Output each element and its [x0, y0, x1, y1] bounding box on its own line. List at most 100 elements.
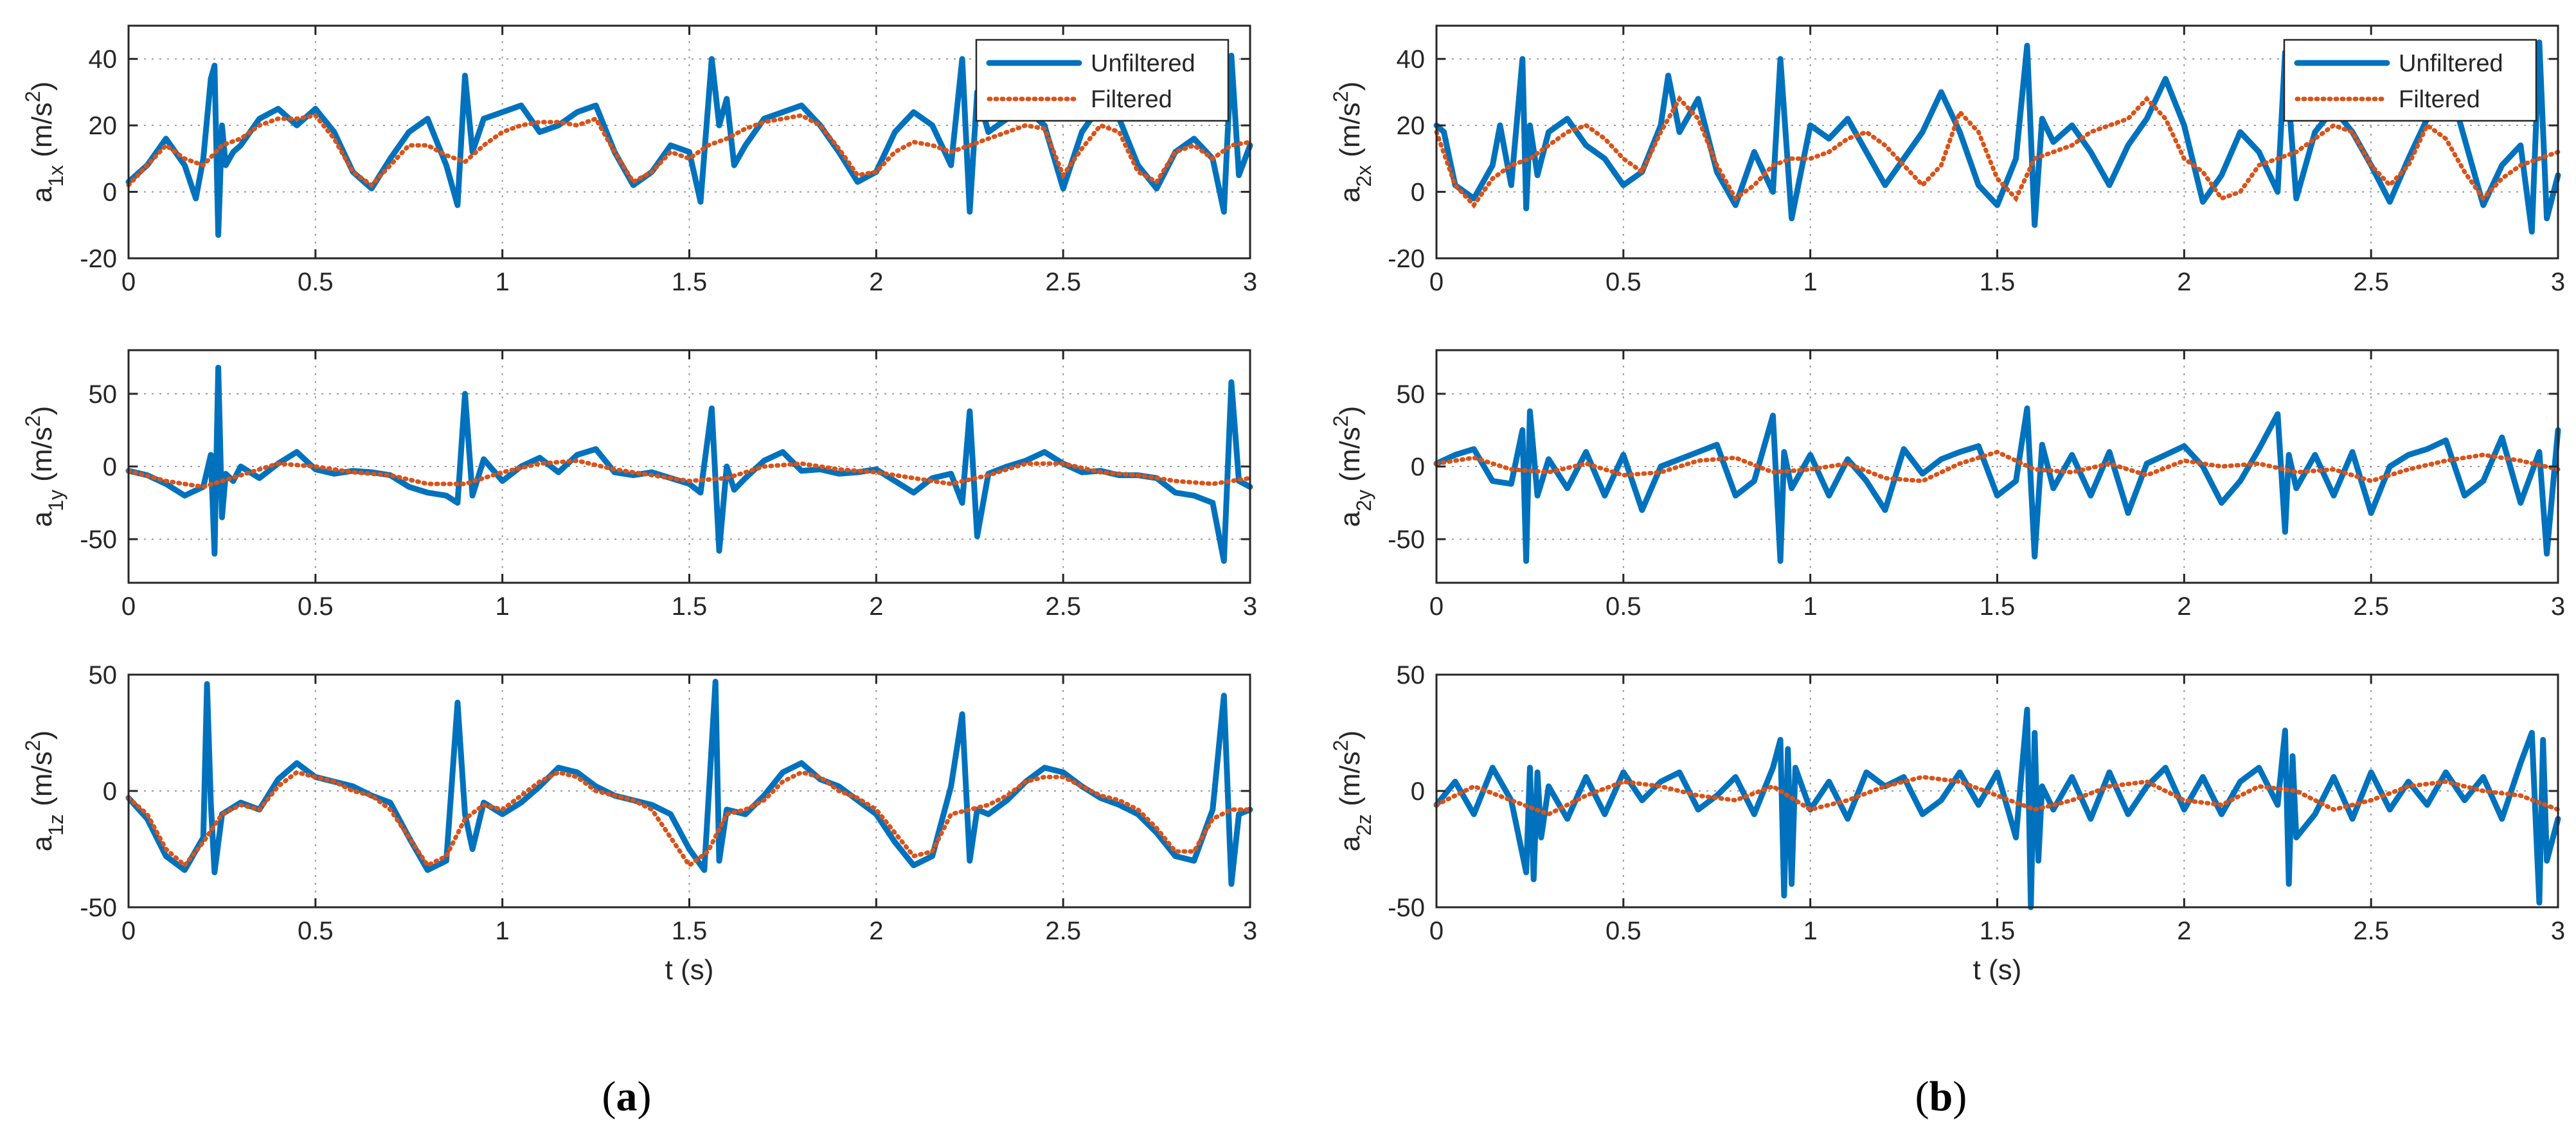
y-tick-label: 0	[1411, 179, 1425, 207]
y-tick-label: 0	[103, 179, 117, 207]
y-tick-label: 50	[89, 661, 118, 689]
x-tick-label: 2	[2177, 917, 2191, 945]
series-unfiltered-line-a1y	[125, 364, 1253, 564]
x-tick-label: 2.5	[1045, 917, 1081, 945]
x-tick-label: 1.5	[1980, 268, 2016, 296]
x-tick-label: 1.5	[672, 268, 708, 296]
y-label-superscript: 2	[1329, 91, 1352, 102]
x-tick-label: 1	[1803, 268, 1818, 296]
x-tick-label: 2	[869, 592, 883, 621]
y-label-subscript: 1y	[44, 490, 67, 511]
y-label-units-close: )	[1334, 82, 1366, 91]
x-tick-label: 3	[2551, 917, 2565, 945]
y-tick-label: 0	[1411, 777, 1425, 806]
y-tick-label: -50	[80, 894, 117, 922]
x-tick-label: 3	[1243, 592, 1257, 621]
legend-label-unfiltered: Unfiltered	[1091, 50, 1195, 77]
x-tick-label: 3	[1243, 917, 1257, 945]
y-label-units-close: )	[26, 406, 58, 416]
series-filtered-line-a2z	[1434, 774, 2561, 817]
y-tick-label: 50	[89, 380, 118, 409]
x-tick-label: 2	[869, 268, 883, 296]
y-label-units: (m/s	[26, 102, 58, 165]
y-tick-label: 40	[1397, 46, 1426, 74]
y-tick-label: 20	[89, 112, 118, 140]
x-tick-label: 3	[1243, 268, 1257, 296]
series-filtered-line-a1y	[126, 458, 1253, 490]
y-label-units: (m/s	[1334, 751, 1366, 814]
x-tick-label: 0	[1429, 917, 1444, 945]
y-label-symbol: a	[26, 835, 58, 851]
y-tick-label: -50	[1388, 526, 1425, 554]
series-filtered-line-a2x	[1434, 94, 2561, 209]
legend-a2x: Unfiltered Filtered	[2283, 39, 2537, 122]
y-tick-label: -50	[1388, 894, 1425, 922]
y-axis-label-a1y: a1y (m/s2)	[21, 406, 67, 528]
y-tick-label: -20	[1388, 245, 1425, 273]
y-label-symbol: a	[1334, 511, 1366, 527]
x-axis-label-a1z: t (s)	[665, 954, 714, 986]
series-unfiltered-line-a2z	[1433, 706, 2561, 910]
y-label-superscript: 2	[1329, 740, 1352, 751]
y-tick-label: 50	[1397, 661, 1426, 689]
series-filtered-line-a1x	[126, 112, 1253, 188]
legend-label-unfiltered: Unfiltered	[2399, 50, 2503, 77]
y-axis-label-a2z: a2z (m/s2)	[1329, 731, 1375, 852]
y-axis-label-a1z: a1z (m/s2)	[21, 731, 67, 852]
y-tick-label: 0	[103, 453, 117, 481]
y-label-units-close: )	[1334, 731, 1366, 740]
y-label-subscript: 2z	[1352, 814, 1375, 836]
y-label-units: (m/s	[26, 751, 58, 814]
y-label-units-close: )	[26, 82, 58, 91]
x-tick-label: 3	[2551, 592, 2565, 621]
y-label-units-close: )	[26, 731, 58, 740]
y-axis-label-a1x: a1x (m/s2)	[21, 82, 67, 203]
x-tick-label: 0.5	[298, 268, 334, 296]
y-label-superscript: 2	[21, 415, 44, 427]
x-tick-label: 0.5	[298, 917, 334, 945]
x-tick-label: 2.5	[1045, 268, 1081, 296]
y-label-symbol: a	[26, 186, 58, 202]
x-tick-label: 0	[121, 592, 136, 621]
x-tick-label: 2.5	[2353, 268, 2389, 296]
x-tick-label: 0	[1429, 592, 1444, 621]
x-tick-label: 0	[1429, 268, 1444, 296]
x-tick-label: 2.5	[2353, 917, 2389, 945]
legend-a1x: Unfiltered Filtered	[975, 39, 1230, 122]
x-tick-label: 1.5	[672, 592, 708, 621]
x-tick-label: 1	[1803, 917, 1818, 945]
y-label-superscript: 2	[1329, 415, 1352, 427]
y-label-symbol: a	[1334, 186, 1366, 202]
x-tick-label: 0.5	[1606, 268, 1641, 296]
x-tick-label: 0	[121, 917, 136, 945]
series-unfiltered-line-a2y	[1433, 405, 2561, 564]
x-tick-label: 1	[496, 917, 510, 945]
x-tick-label: 2	[869, 917, 883, 945]
series-filtered-line-a1z	[126, 770, 1253, 869]
y-label-symbol: a	[1334, 835, 1366, 851]
x-tick-label: 2	[2177, 268, 2191, 296]
x-tick-label: 1.5	[1980, 592, 2016, 621]
y-tick-label: 20	[1397, 112, 1426, 140]
legend-box	[975, 39, 1230, 122]
x-tick-label: 2.5	[2353, 592, 2389, 621]
y-label-subscript: 1x	[44, 165, 67, 187]
y-tick-label: 50	[1397, 380, 1426, 409]
x-tick-label: 1	[496, 268, 510, 296]
y-tick-label: 0	[1411, 453, 1425, 481]
y-tick-label: 40	[89, 46, 118, 74]
legend-label-filtered: Filtered	[2399, 86, 2480, 113]
y-axis-label-a2x: a2x (m/s2)	[1329, 82, 1375, 203]
x-tick-label: 0.5	[1606, 592, 1641, 621]
x-tick-label: 0.5	[298, 592, 334, 621]
series-unfiltered-line-a1z	[125, 679, 1253, 887]
y-tick-label: -20	[80, 245, 117, 273]
y-label-units: (m/s	[26, 427, 58, 490]
x-axis-label-a2z: t (s)	[1973, 954, 2022, 986]
